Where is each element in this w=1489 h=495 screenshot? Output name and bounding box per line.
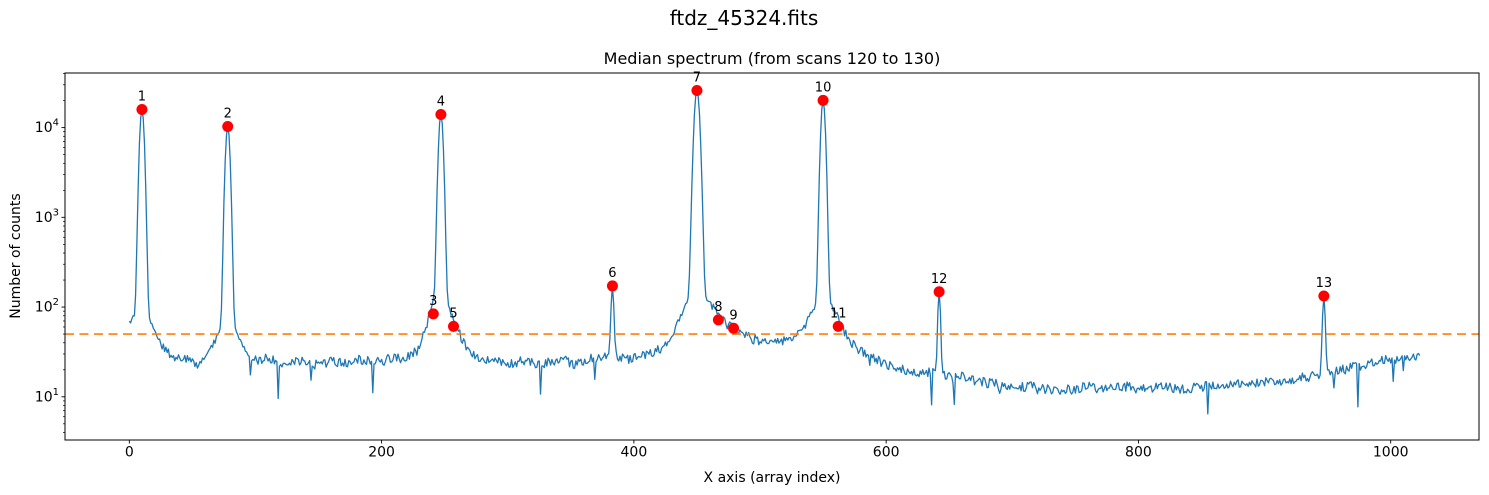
peak-annotation-6: 6 (608, 266, 616, 281)
peak-marker-6 (606, 280, 618, 292)
peak-marker-5 (448, 320, 460, 332)
peak-annotation-4: 4 (437, 94, 445, 109)
axes-title: Median spectrum (from scans 120 to 130) (604, 49, 941, 68)
peak-annotation-1: 1 (138, 90, 146, 105)
peak-marker-1 (136, 104, 148, 116)
peak-annotation-12: 12 (931, 272, 948, 287)
peak-annotation-3: 3 (429, 294, 437, 309)
svg-text:400: 400 (621, 445, 648, 461)
peak-annotation-10: 10 (815, 80, 832, 95)
peak-marker-7 (691, 85, 703, 97)
peak-marker-8 (712, 314, 724, 326)
svg-text:600: 600 (873, 445, 900, 461)
svg-text:103: 103 (35, 207, 59, 226)
peak-marker-11 (832, 320, 844, 332)
peak-annotation-11: 11 (830, 306, 847, 321)
svg-text:200: 200 (368, 445, 395, 461)
peak-annotation-9: 9 (729, 308, 737, 323)
svg-text:102: 102 (35, 297, 59, 316)
peak-marker-10 (817, 94, 829, 106)
x-axis-ticks: 0 200 400 600 800 1000 (125, 440, 1409, 461)
peak-marker-4 (435, 108, 447, 120)
peak-marker-9 (728, 322, 740, 334)
peak-annotation-7: 7 (693, 71, 701, 86)
y-axis-ticks: 101 102 103 104 (35, 73, 65, 433)
figure-title: ftdz_45324.fits (670, 6, 819, 30)
peak-annotation-8: 8 (714, 300, 722, 315)
x-axis-label: X axis (array index) (704, 470, 841, 486)
y-axis-label: Number of counts (8, 193, 24, 318)
svg-text:800: 800 (1125, 445, 1152, 461)
svg-text:0: 0 (125, 445, 134, 461)
svg-text:101: 101 (35, 387, 59, 406)
svg-text:104: 104 (35, 118, 59, 137)
spectrum-line (128, 89, 1421, 415)
axes-frame (64, 72, 1480, 441)
peak-annotation-13: 13 (1316, 276, 1333, 291)
peak-marker-12 (933, 286, 945, 298)
peak-annotation-2: 2 (224, 106, 232, 121)
peak-annotation-5: 5 (449, 306, 457, 321)
peak-marker-2 (222, 120, 234, 132)
peak-marker-3 (427, 308, 439, 320)
peak-marker-13 (1318, 290, 1330, 302)
svg-text:1000: 1000 (1373, 445, 1409, 461)
